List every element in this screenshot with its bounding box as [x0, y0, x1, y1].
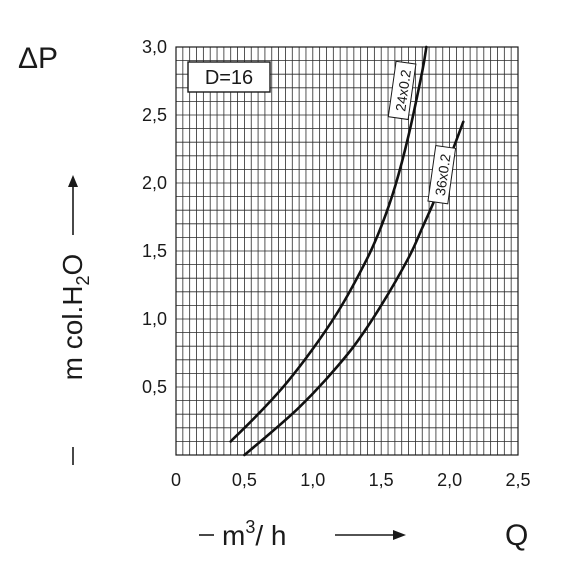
x-axis-label: m3/ h [222, 517, 286, 551]
y-label-arrow-head [68, 175, 78, 187]
legend-label: D=16 [205, 67, 253, 89]
y-axis-label: m col.H2O [57, 254, 93, 381]
x-tick-label: 1,5 [369, 470, 394, 490]
y-axis-label-prefix: m col.H [57, 285, 88, 380]
series-label-1: 24x0.2 [387, 60, 417, 121]
y-tick-label: 3,0 [142, 37, 167, 57]
series-label-text: 24x0.2 [392, 68, 414, 112]
series-label-box [387, 60, 417, 121]
x-tick-label: 1,0 [300, 470, 325, 490]
series-layer: 24x0.2 36x0.2 [229, 45, 465, 457]
y-axis-label-group: m col.H2O [57, 175, 93, 465]
x-axis-label-sup: 3 [245, 517, 255, 537]
plot-frame [175, 46, 519, 456]
x-axis-label-suffix: / h [255, 520, 286, 551]
tick-labels: 0 0,5 1,0 1,5 2,0 2,5 0,5 1,0 1,5 2,0 2,5 3,0 [142, 37, 531, 490]
y-corner-label: ΔP [18, 42, 58, 75]
x-label-arrow-head [393, 530, 406, 540]
series-label-text: 36x0.2 [432, 153, 454, 197]
y-tick-label: 0,5 [142, 377, 167, 397]
grid [175, 46, 519, 456]
y-tick-label: 1,0 [142, 309, 167, 329]
legend-box [187, 61, 271, 93]
x-tick-label: 2,5 [505, 470, 530, 490]
x-axis-label-prefix: m [222, 520, 245, 551]
x-tick-label: 0,5 [232, 470, 257, 490]
series-label-2: 36x0.2 [427, 145, 457, 205]
y-tick-label: 2,0 [142, 173, 167, 193]
y-tick-label: 1,5 [142, 241, 167, 261]
y-axis-label-sub: 2 [73, 275, 93, 285]
x-tick-label: 0 [171, 470, 181, 490]
x-corner-label: Q [505, 519, 528, 552]
y-tick-label: 2,5 [142, 105, 167, 125]
series-line-1 [229, 45, 428, 443]
x-tick-label: 2,0 [437, 470, 462, 490]
y-axis-label-suffix: O [57, 254, 88, 276]
series-label-box [427, 145, 457, 205]
